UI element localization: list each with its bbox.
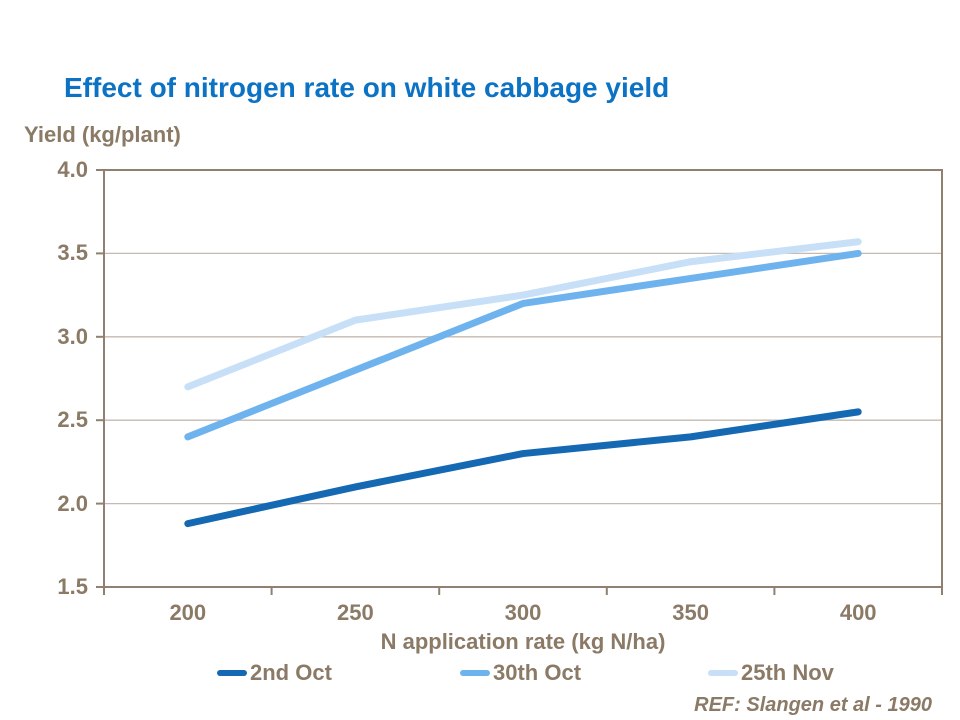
reference-note: REF: Slangen et al - 1990 bbox=[694, 694, 932, 716]
y-tick-label: 3.0 bbox=[57, 323, 88, 349]
series-line-25th-nov bbox=[184, 238, 862, 391]
legend-line-marker bbox=[708, 670, 738, 676]
legend-label: 2nd Oct bbox=[250, 660, 332, 685]
x-axis-title: N application rate (kg N/ha) bbox=[380, 629, 666, 654]
y-tick-label: 3.5 bbox=[57, 240, 88, 266]
series-line-30th-oct bbox=[184, 249, 862, 441]
chart-title: Effect of nitrogen rate on white cabbage… bbox=[64, 72, 670, 103]
y-tick-label: 2.5 bbox=[57, 407, 88, 433]
legend-item-2nd-oct: 2nd Oct bbox=[217, 660, 332, 685]
y-axis-title: Yield (kg/plant) bbox=[24, 122, 181, 147]
plot-frame bbox=[103, 169, 943, 588]
legend-line-marker bbox=[460, 670, 490, 676]
legend-item-25th-nov: 25th Nov bbox=[708, 660, 834, 685]
x-tick-label: 200 bbox=[169, 600, 207, 625]
x-tick-label: 400 bbox=[839, 600, 877, 625]
legend-label: 25th Nov bbox=[741, 660, 834, 685]
x-tick-label: 300 bbox=[504, 600, 542, 625]
legend-label: 30th Oct bbox=[493, 660, 582, 685]
legend-item-30th-oct: 30th Oct bbox=[460, 660, 582, 685]
series-line-2nd-oct bbox=[184, 408, 862, 528]
y-tick-label: 4.0 bbox=[57, 157, 88, 182]
y-tick-label: 1.5 bbox=[57, 574, 88, 599]
legend-line-marker bbox=[217, 670, 247, 676]
x-tick-label: 350 bbox=[672, 600, 709, 625]
y-tick-label: 2.0 bbox=[57, 490, 88, 516]
x-tick-label: 250 bbox=[337, 600, 374, 625]
